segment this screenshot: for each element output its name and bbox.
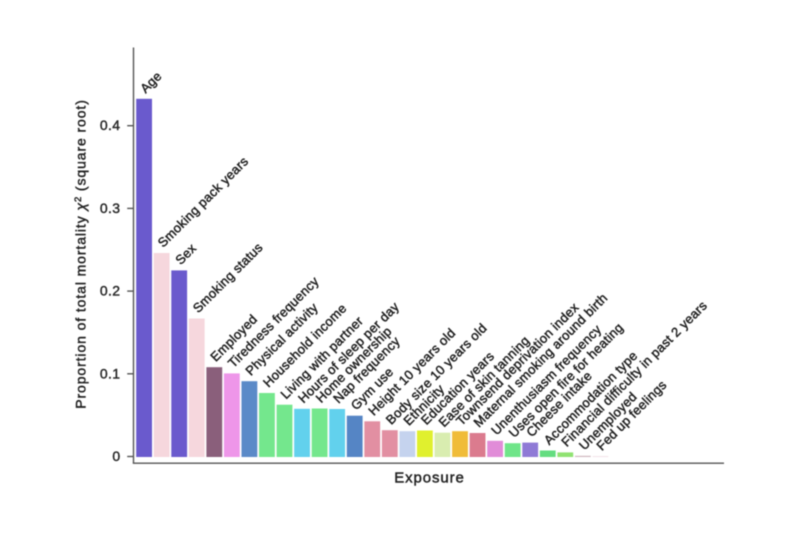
svg-text:0: 0 — [112, 448, 120, 464]
svg-text:Proportion of total mortality: Proportion of total mortality χ2 (square… — [73, 99, 89, 409]
svg-text:0.4: 0.4 — [100, 117, 121, 133]
svg-text:0.1: 0.1 — [100, 365, 121, 381]
svg-text:Exposure: Exposure — [394, 470, 465, 487]
svg-text:0.2: 0.2 — [100, 283, 121, 299]
svg-text:0.3: 0.3 — [100, 200, 121, 216]
